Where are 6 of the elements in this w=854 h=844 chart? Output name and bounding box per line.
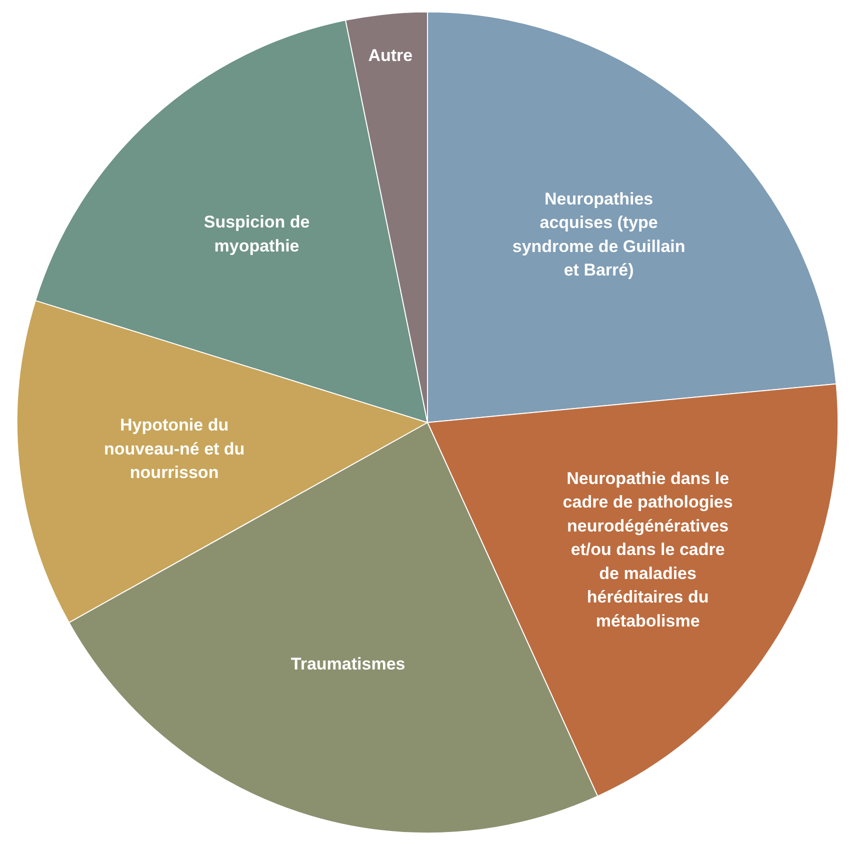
slice-label: Suspicion de myopathie — [204, 212, 310, 256]
slice-label: Neuropathie dans le cadre de pathologies neurodégénératives et/ou dans le cadre de maladies héréditaires du métabolisme — [562, 468, 733, 630]
slice-label: Autre — [368, 46, 413, 66]
slice-label: Traumatismes — [290, 654, 406, 674]
slice-label: Neuropathies acquises (type syndrome de Guillain et Barré) — [512, 189, 686, 280]
slice-label: Hypotonie du nouveau-né et du nourrisson — [104, 416, 245, 482]
